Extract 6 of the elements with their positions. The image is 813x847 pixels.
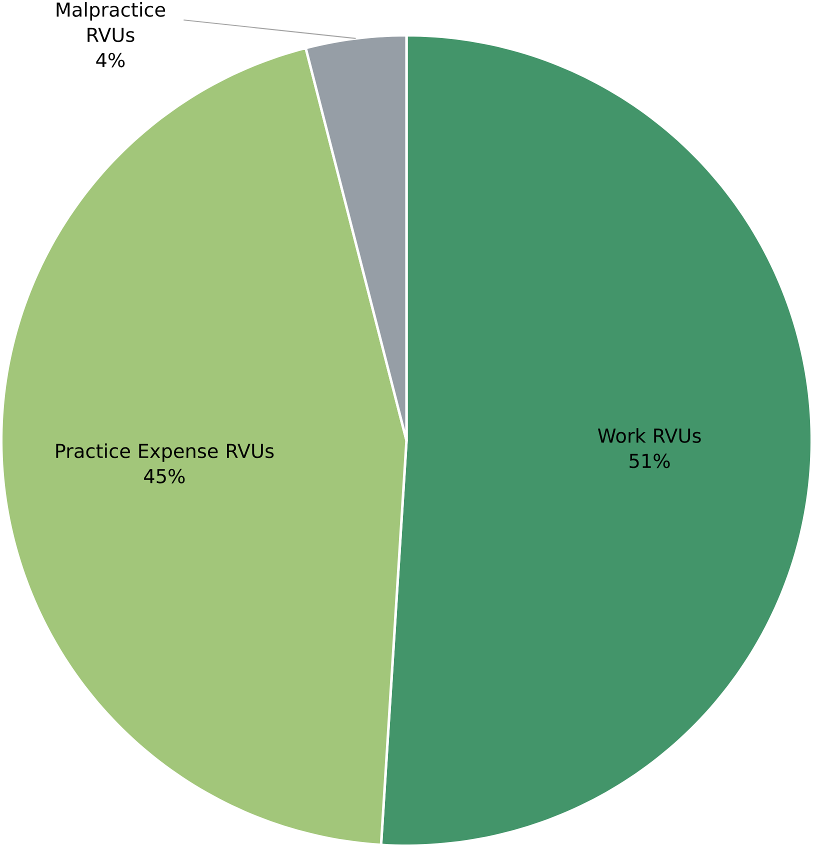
data-label: 45% xyxy=(144,468,185,484)
slice-label: Work RVUs xyxy=(598,428,701,443)
data-label: 51% xyxy=(630,454,670,468)
slice-label: Malpractice RVUs xyxy=(56,2,166,42)
data-label: 4% xyxy=(96,52,125,68)
slice-label: Practice Expense RVUs xyxy=(56,443,274,462)
